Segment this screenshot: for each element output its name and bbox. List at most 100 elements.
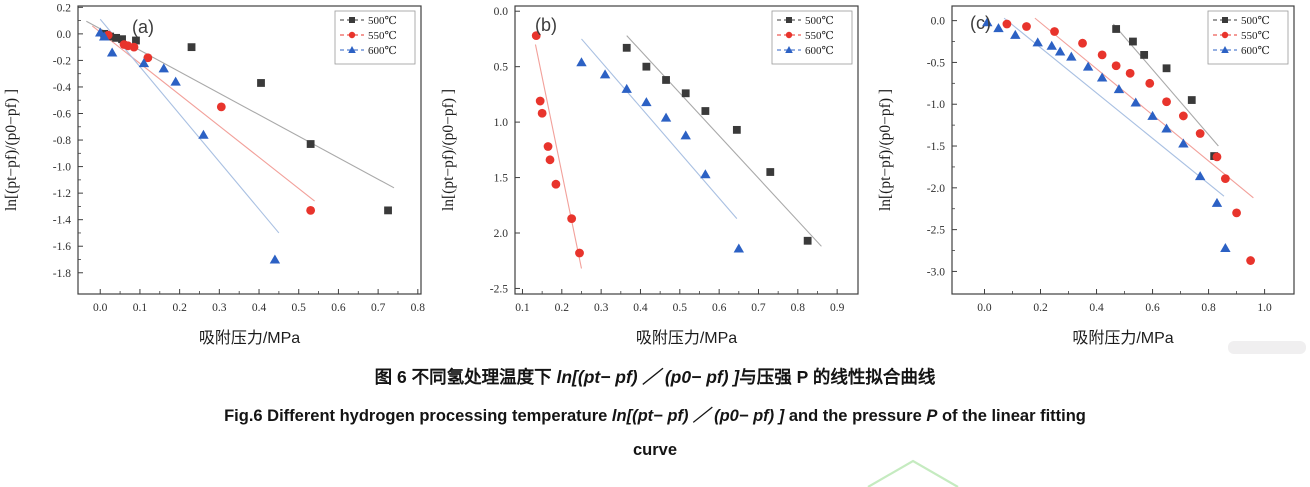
chart-b-plot: 0.1 0.2 0.3 0.4 0.5 0.6 0.7 0.8 0.9 0.0 0.5 1.0 1.5 2… (440, 5, 859, 347)
fit-line-600℃ (581, 38, 738, 219)
y-tick-label: 2.0 (494, 228, 509, 240)
caption-english: Fig.6 Different hydrogen processing temp… (0, 402, 1310, 426)
caption-en-formula: ln[(pt− pf) ／ (p0− pf) ] (611, 407, 785, 425)
y-axis-title: ln[(pt−pf)/(p0−pf) ] (877, 89, 894, 211)
figure-caption: 图 6 不同氢处理温度下 ln[(pt− pf) ／ (p0− pf) ]与压强… (0, 356, 1310, 460)
y-tick-label: -0.6 (53, 109, 71, 121)
fit-line-600℃ (1003, 17, 1225, 197)
x-tick-label: 0.6 (1145, 302, 1160, 314)
y-tick-label: -0.2 (53, 55, 71, 67)
panel-label: (b) (535, 15, 557, 35)
x-tick-label: 0.3 (594, 302, 609, 314)
series-550℃ (103, 30, 316, 215)
fit-line-550℃ (1034, 17, 1254, 199)
caption-cn-formula: ln[(pt− pf) ／ (p0− pf) ] (556, 367, 740, 387)
y-tick-label: 1.0 (494, 117, 509, 129)
series-550℃ (1002, 19, 1255, 265)
x-tick-label: 0.9 (830, 302, 845, 314)
y-tick-label: -2.5 (490, 283, 508, 295)
fit-line-550℃ (534, 44, 583, 269)
x-tick-label: 0.0 (93, 302, 108, 314)
y-tick-label: 0.5 (494, 62, 509, 74)
x-tick-label: 0.0 (977, 302, 992, 314)
x-axis-title: 吸附压力/MPa (199, 329, 300, 347)
legend-label: 600℃ (1241, 45, 1270, 57)
y-axis-title: ln[(pt−pf)/(p0−pf) ] (440, 89, 457, 211)
y-tick-label: 0.0 (57, 29, 72, 41)
y-tick-label: 0.0 (931, 16, 946, 28)
y-axis-title: ln[(pt−pf)/(p0−pf) ] (3, 89, 20, 211)
chart-c-plot: 0.0 0.2 0.4 0.6 0.8 1.0 0.0 -0.5 -1.0 -1.5 -2.0 -2.… (877, 5, 1295, 347)
x-tick-label: 0.6 (712, 302, 727, 314)
plot-frame (514, 5, 859, 295)
x-tick-label: 1.0 (1257, 302, 1272, 314)
y-tick-label: -1.8 (53, 268, 71, 280)
y-tick-label: -1.0 (927, 99, 945, 111)
x-tick-label: 0.7 (371, 302, 386, 314)
x-tick-label: 0.7 (751, 302, 766, 314)
caption-en-prefix: Fig.6 Different hydrogen processing temp… (224, 407, 612, 425)
x-tick-label: 0.8 (1201, 302, 1216, 314)
caption-en-suffix: of the linear fitting (937, 407, 1086, 425)
series-600℃ (576, 57, 745, 253)
x-tick-label: 0.3 (212, 302, 227, 314)
x-tick-label: 0.8 (411, 302, 426, 314)
legend-label: 550℃ (1241, 30, 1270, 42)
chart-a-plot: 0.0 0.1 0.2 0.3 0.4 0.5 0.6 0.7 0.8 0.2 0.0 -0.2 -0.… (3, 2, 426, 347)
x-tick-label: 0.1 (133, 302, 148, 314)
x-tick-label: 0.5 (673, 302, 688, 314)
y-tick-label: -1.4 (53, 215, 71, 227)
legend-label: 500℃ (805, 15, 834, 27)
series-600℃ (982, 17, 1231, 253)
y-tick-label: -1.6 (53, 241, 71, 253)
legend-label: 600℃ (805, 45, 834, 57)
legend-label: 550℃ (368, 30, 397, 42)
series-500℃ (1112, 25, 1219, 160)
legend: 500℃ 550℃ 600℃ (771, 10, 853, 65)
legend: 500℃ 550℃ 600℃ (334, 10, 416, 65)
y-tick-label: -3.0 (927, 266, 945, 278)
plot-frame (951, 5, 1295, 295)
scan-artifact (1228, 341, 1306, 354)
x-tick-label: 0.5 (292, 302, 307, 314)
panel-label: (a) (132, 17, 154, 37)
x-tick-label: 0.2 (1033, 302, 1048, 314)
legend-label: 500℃ (368, 15, 397, 27)
x-tick-label: 0.2 (555, 302, 570, 314)
fit-line-600℃ (99, 18, 280, 234)
series-550℃ (531, 31, 584, 258)
figure-panels: 0.0 0.1 0.2 0.3 0.4 0.5 0.6 0.7 0.8 0.2 0.0 -0.2 -0.… (0, 0, 1310, 352)
y-tick-label: -0.4 (53, 82, 71, 94)
panel-label: (c) (970, 13, 991, 33)
y-tick-label: 1.5 (494, 173, 509, 185)
chart-panel-b: 0.1 0.2 0.3 0.4 0.5 0.6 0.7 0.8 0.9 0.0 0.5 1.0 1.5 2… (437, 0, 874, 352)
x-axis-title: 吸附压力/MPa (636, 329, 737, 347)
y-tick-label: -1.5 (927, 141, 945, 153)
x-tick-label: 0.4 (633, 302, 648, 314)
chart-panel-a: 0.0 0.1 0.2 0.3 0.4 0.5 0.6 0.7 0.8 0.2 0.0 -0.2 -0.… (0, 0, 437, 352)
chart-panel-c: 0.0 0.2 0.4 0.6 0.8 1.0 0.0 -0.5 -1.0 -1.5 -2.0 -2.… (874, 0, 1310, 352)
caption-curve-line: curve (632, 441, 678, 459)
caption-en-pressure-symbol: P (926, 407, 938, 425)
y-tick-label: 0.2 (57, 2, 72, 14)
y-tick-label: -2.5 (927, 225, 945, 237)
fit-line-500℃ (626, 35, 822, 247)
legend: 500℃ 550℃ 600℃ (1207, 10, 1289, 65)
plot-frame (77, 5, 422, 295)
legend-label: 600℃ (368, 45, 397, 57)
y-tick-label: -1.2 (53, 188, 71, 200)
y-tick-label: 0.0 (494, 6, 509, 18)
caption-en-mid: and the pressure (784, 407, 927, 425)
x-tick-label: 0.8 (791, 302, 806, 314)
x-tick-label: 0.4 (1089, 302, 1104, 314)
x-axis-title: 吸附压力/MPa (1072, 329, 1173, 347)
legend-label: 550℃ (805, 30, 834, 42)
y-tick-label: -0.5 (927, 57, 945, 69)
fit-line-550℃ (91, 25, 315, 202)
series-500℃ (622, 43, 812, 245)
series-600℃ (95, 27, 281, 264)
caption-cn-suffix: 与压强 P 的线性拟合曲线 (739, 367, 936, 387)
x-tick-label: 0.2 (172, 302, 187, 314)
caption-chinese: 图 6 不同氢处理温度下 ln[(pt− pf) ／ (p0− pf) ]与压强… (0, 364, 1310, 389)
